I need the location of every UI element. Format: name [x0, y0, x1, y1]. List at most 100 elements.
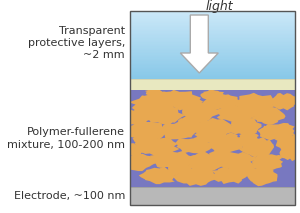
Bar [130, 21, 295, 23]
Bar [130, 36, 295, 38]
Bar [130, 11, 295, 205]
Bar [130, 10, 295, 12]
Polygon shape [279, 147, 300, 161]
Bar [130, 35, 295, 37]
Bar [130, 90, 295, 187]
Polygon shape [163, 121, 200, 139]
Bar [130, 28, 295, 30]
Polygon shape [154, 91, 178, 101]
Bar [130, 12, 295, 14]
Polygon shape [257, 123, 295, 139]
Polygon shape [126, 121, 167, 143]
Bar [130, 69, 295, 71]
Text: Polymer-fullerene
mixture, 100-200 nm: Polymer-fullerene mixture, 100-200 nm [7, 127, 125, 150]
Polygon shape [274, 133, 300, 151]
Bar [130, 16, 295, 18]
Polygon shape [121, 108, 152, 126]
Text: Transparent
protective layers,
~2 mm: Transparent protective layers, ~2 mm [28, 26, 125, 60]
Bar [130, 68, 295, 69]
Bar [130, 46, 295, 48]
Bar [130, 19, 295, 20]
Polygon shape [200, 90, 225, 100]
Bar [130, 70, 295, 72]
Polygon shape [145, 89, 166, 97]
Bar [130, 72, 295, 73]
Bar [130, 32, 295, 34]
Text: light: light [206, 0, 233, 13]
Polygon shape [258, 126, 282, 140]
Bar [130, 17, 295, 19]
Bar [130, 31, 295, 33]
Polygon shape [239, 137, 274, 158]
Bar [130, 63, 295, 65]
Polygon shape [238, 132, 259, 145]
Bar [130, 73, 295, 75]
Bar [130, 38, 295, 40]
Polygon shape [250, 107, 286, 125]
Polygon shape [228, 116, 262, 137]
Bar [130, 53, 295, 55]
Polygon shape [174, 116, 201, 131]
Polygon shape [145, 151, 196, 168]
Bar [130, 61, 295, 63]
Bar [130, 42, 295, 44]
Polygon shape [251, 154, 283, 173]
Bar [130, 55, 295, 57]
Polygon shape [182, 101, 220, 123]
Polygon shape [206, 132, 246, 155]
Bar [130, 13, 295, 15]
Polygon shape [122, 154, 157, 171]
Polygon shape [209, 167, 250, 184]
Polygon shape [228, 161, 255, 176]
Bar [130, 74, 295, 76]
Bar [130, 49, 295, 50]
Bar [130, 43, 295, 45]
Bar [130, 30, 295, 31]
Bar [130, 54, 295, 56]
Bar [130, 20, 295, 22]
Bar [130, 187, 295, 205]
Polygon shape [203, 93, 240, 110]
Bar [130, 90, 295, 187]
Polygon shape [212, 152, 256, 170]
Bar [130, 65, 295, 67]
Bar [130, 34, 295, 36]
Bar [130, 62, 295, 64]
Bar [130, 77, 295, 79]
Polygon shape [269, 93, 298, 110]
Polygon shape [139, 166, 177, 184]
Bar [130, 58, 295, 60]
Bar [130, 26, 295, 27]
Polygon shape [246, 167, 278, 186]
Polygon shape [154, 90, 203, 111]
Polygon shape [190, 118, 234, 141]
Polygon shape [207, 150, 233, 163]
Bar [130, 39, 295, 41]
Polygon shape [186, 151, 223, 170]
Bar [130, 40, 295, 42]
Bar [130, 59, 295, 61]
Bar [130, 76, 295, 78]
Bar [130, 66, 295, 68]
Polygon shape [213, 104, 262, 124]
Bar [130, 79, 295, 90]
Bar [130, 51, 295, 53]
Polygon shape [172, 167, 218, 186]
Polygon shape [180, 15, 218, 73]
Bar [130, 50, 295, 52]
Polygon shape [194, 128, 224, 143]
Bar [130, 23, 295, 24]
Bar [130, 27, 295, 29]
Polygon shape [176, 138, 213, 153]
Polygon shape [122, 143, 145, 156]
Bar [130, 47, 295, 49]
Polygon shape [232, 93, 277, 115]
Bar [130, 14, 295, 16]
Polygon shape [132, 138, 179, 156]
Polygon shape [133, 132, 154, 145]
Polygon shape [168, 162, 192, 176]
Text: Electrode, ~100 nm: Electrode, ~100 nm [14, 191, 125, 201]
Bar [130, 45, 295, 46]
Polygon shape [141, 105, 186, 125]
Bar [130, 57, 295, 59]
